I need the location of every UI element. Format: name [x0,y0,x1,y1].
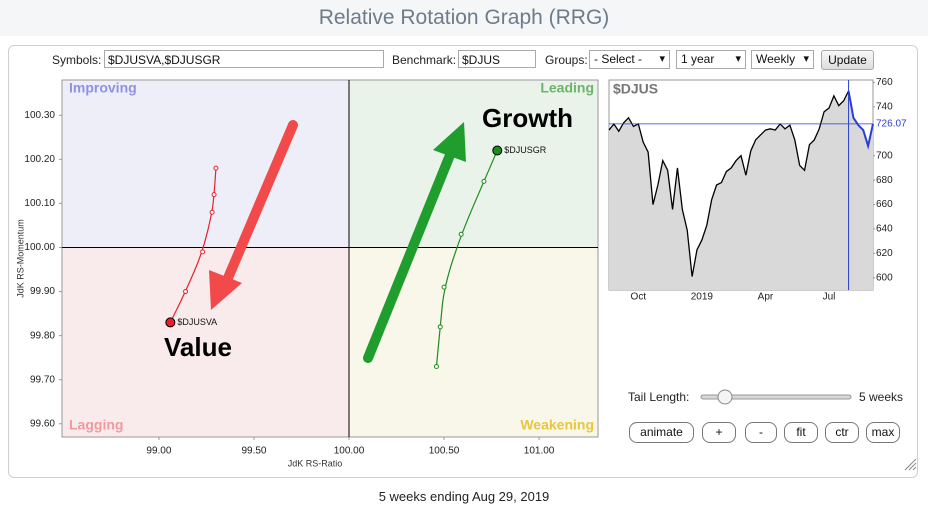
symbols-input[interactable]: $DJUSVA,$DJUSGR [104,50,384,68]
groups-select[interactable]: - Select - [589,50,670,69]
y-tick-label: 99.80 [30,330,55,341]
y-tick-label: 740 [876,102,893,113]
x-axis-label: JdK RS-Ratio [288,458,343,468]
x-tick-label: Apr [758,292,774,303]
annotation: Value [164,332,232,362]
chart-button[interactable]: animate [629,422,694,443]
x-tick-label: 100.00 [334,446,365,457]
quadrant [62,80,350,248]
tail-point [441,284,447,290]
arrow-head [209,270,242,310]
quadrant-label: Lagging [69,417,123,433]
quadrant [349,80,598,248]
y-tick-label: 99.90 [30,286,55,297]
benchmark-label: Benchmark: [392,53,457,67]
y-tick-label: 760 [876,77,893,88]
quadrant-label: Leading [540,80,594,96]
last-value-label: 726.07 [876,119,907,130]
tail-point [437,324,443,330]
plot-border [61,79,599,438]
tail-point [183,289,189,295]
x-tick-label: Oct [631,292,647,303]
tail-point [481,178,487,184]
y-tick-label: 99.60 [30,418,55,429]
tail-point [200,249,206,255]
frequency-select[interactable]: Weekly [751,50,814,69]
tail-line [435,150,498,367]
y-tick-label: 700 [876,150,893,161]
chart-button[interactable]: max [866,422,900,443]
mini-chart-title: $DJUS [613,81,658,97]
y-tick-label: 100.30 [24,110,55,121]
chart-button[interactable]: ctr [825,422,859,443]
groups-label: Groups: [545,53,588,67]
quadrant [349,247,598,437]
tail-point [433,363,439,369]
y-tick-label: 100.20 [24,154,55,165]
update-button[interactable]: Update [821,50,874,70]
slider-thumb[interactable] [717,389,733,405]
series-label: $DJUSVA [177,317,217,327]
price-line [608,90,850,277]
series-label: $DJUSGR [504,145,547,155]
page-title: Relative Rotation Graph (RRG) [318,6,610,29]
y-axis-label: JdK RS-Momentum [15,219,25,298]
tail-head [165,317,176,328]
chart-button[interactable]: - [745,422,777,443]
symbols-label: Symbols: [52,53,102,67]
y-tick-label: 640 [876,224,893,235]
resize-grip[interactable] [904,458,917,471]
price-area [609,90,873,290]
annotation: Growth [482,103,573,133]
x-tick-label: 99.50 [241,446,266,457]
quadrant-label: Weakening [520,417,594,433]
x-tick-label: 100.50 [429,446,460,457]
header: Relative Rotation Graph (RRG) [0,0,928,36]
slider-track [700,394,852,400]
price-line-tail [847,90,874,150]
tail-length-value: 5 weeks [859,390,904,404]
period-select[interactable]: 1 year [676,50,746,69]
y-tick-label: 680 [876,175,893,186]
x-tick-label: 2019 [691,292,714,303]
chart-button[interactable]: + [702,422,736,443]
tail-point [213,165,219,171]
arrow [363,150,455,363]
y-tick-label: 660 [876,199,893,210]
y-tick-label: 620 [876,248,893,259]
quadrant [62,247,350,437]
tail-length-label: Tail Length: [628,390,690,404]
y-tick-label: 100.00 [24,242,55,253]
x-tick-label: 99.00 [146,446,171,457]
tail-head [492,145,503,156]
chart-button[interactable]: fit [784,422,818,443]
arrow-head [433,122,466,162]
footer: 5 weeks ending Aug 29, 2019 [378,489,550,504]
x-tick-label: Jul [823,292,836,303]
y-tick-label: 600 [876,272,893,283]
tail-point [209,209,215,215]
arrow [223,120,298,283]
tail-point [458,231,464,237]
benchmark-input[interactable]: $DJUS [458,50,536,68]
y-tick-label: 99.70 [30,374,55,385]
tail-line [169,168,217,323]
y-tick-label: 100.10 [24,198,55,209]
x-tick-label: 101.00 [524,446,555,457]
tail-point [211,192,217,198]
quadrant-label: Improving [69,80,137,96]
